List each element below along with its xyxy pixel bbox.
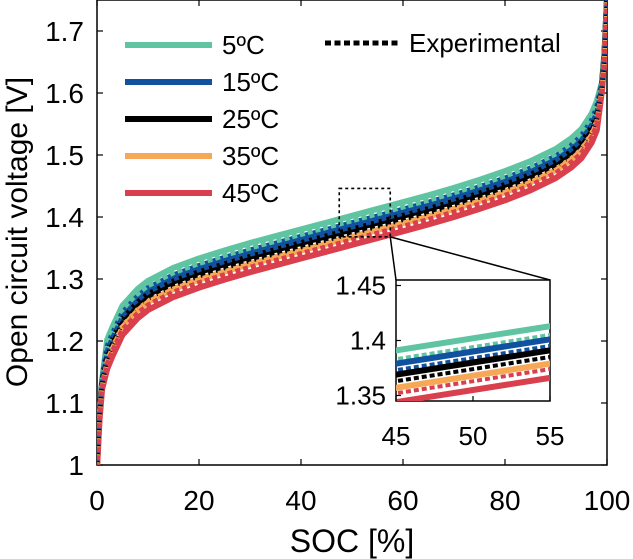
main-ticks: 0 20 40 60 80 100 1 1.1 1.2 1.3 1.4 1.5 1.6 1.7 <box>45 0 630 516</box>
main-series-group <box>97 0 607 465</box>
legend-label-25c: 25ºC <box>222 104 279 134</box>
x-tick-label: 80 <box>489 485 520 516</box>
legend-label-15c: 15ºC <box>222 67 279 97</box>
inset-series-line-15c <box>396 336 550 367</box>
inset-series-line-25c <box>396 347 550 378</box>
inset-y-tick-label: 1.4 <box>350 326 386 356</box>
legend-label-35c: 35ºC <box>222 141 279 171</box>
inset-x-tick-label: 50 <box>459 421 488 451</box>
x-tick-label: 40 <box>285 485 316 516</box>
inset-series-experimental-35c <box>396 361 550 390</box>
x-tick-label: 60 <box>387 485 418 516</box>
inset-connector-right <box>390 236 551 281</box>
inset-series-experimental-45c <box>396 367 550 396</box>
y-tick-label: 1.5 <box>45 140 84 171</box>
inset-x-tick-label: 55 <box>536 421 565 451</box>
x-tick-label: 0 <box>89 485 105 516</box>
x-tick-label: 20 <box>183 485 214 516</box>
inset-x-tick-label: 45 <box>382 421 411 451</box>
y-tick-label: 1.1 <box>45 388 84 419</box>
y-tick-label: 1.4 <box>45 202 84 233</box>
y-axis-label: Open circuit voltage [V] <box>1 77 34 387</box>
legend-experimental: Experimental <box>325 28 561 58</box>
y-tick-label: 1.3 <box>45 264 84 295</box>
x-tick-label: 100 <box>584 485 631 516</box>
legend-label-45c: 45ºC <box>222 178 279 208</box>
inset-series-line-45c <box>396 374 550 401</box>
inset-connector-left <box>389 236 397 281</box>
series-experimental-45c <box>97 3 607 465</box>
inset-series-experimental-25c <box>396 354 550 384</box>
inset-series-experimental-5c <box>396 332 550 362</box>
inset-series-experimental-15c <box>396 343 550 373</box>
x-axis-label: SOC [%] <box>290 523 414 559</box>
y-tick-label: 1.2 <box>45 326 84 357</box>
inset-ticks: 45 50 55 1.35 1.4 1.45 <box>335 271 564 452</box>
y-tick-label: 1.7 <box>45 16 84 47</box>
legend-experimental-label: Experimental <box>409 28 561 58</box>
legend-label-5c: 5ºC <box>222 30 265 60</box>
inset-series-line-5c <box>396 323 550 354</box>
legend: 5ºC 15ºC 25ºC 35ºC 45ºC <box>125 30 279 208</box>
inset-series-group <box>396 323 550 401</box>
series-experimental-5c <box>97 0 607 463</box>
inset-y-tick-label: 1.35 <box>335 381 386 411</box>
series-experimental-15c <box>97 0 607 465</box>
series-line-5c <box>97 0 607 462</box>
y-tick-label: 1 <box>68 450 84 481</box>
y-tick-label: 1.6 <box>45 78 84 109</box>
inset-y-tick-label: 1.45 <box>335 271 386 301</box>
zoom-region-box <box>338 187 392 238</box>
